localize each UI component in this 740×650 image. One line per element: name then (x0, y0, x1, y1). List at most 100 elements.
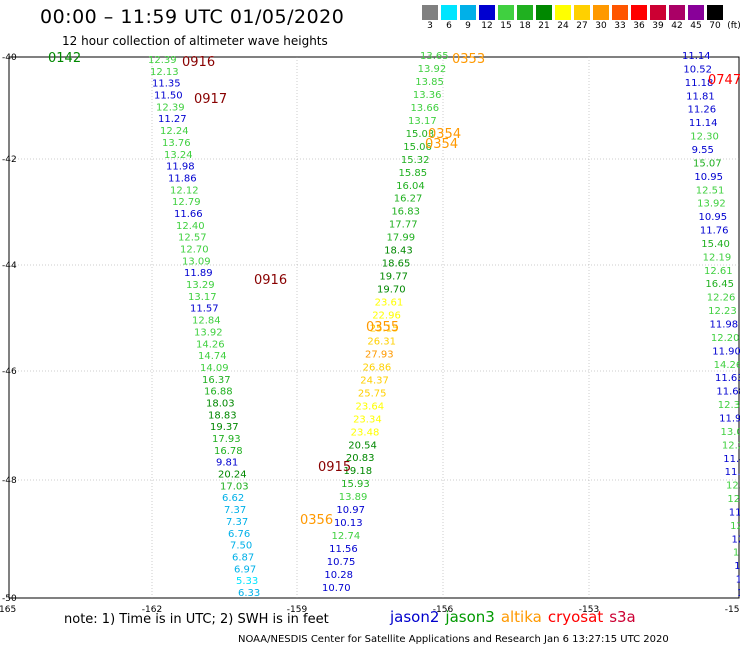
swh-value: 16.04 (396, 181, 425, 192)
lat-tick-label: -44 (2, 261, 17, 271)
colorbar-swatch (555, 5, 571, 20)
swh-value: 15.93 (341, 479, 370, 490)
lat-tick-label: -50 (2, 594, 17, 604)
swh-value: 11.26 (688, 105, 717, 116)
colorbar-swatch (517, 5, 533, 20)
legend-item: jason3 (445, 608, 495, 626)
swh-value: 23.61 (375, 298, 404, 309)
swh-value: 12.24 (160, 126, 189, 137)
swh-value: 16.45 (705, 279, 734, 290)
colorbar-label: 42 (671, 21, 683, 31)
swh-value: 13.92 (194, 327, 223, 338)
swh-value: 12.0 (732, 534, 740, 545)
swh-value: 11.56 (329, 544, 358, 555)
swh-value: 18.03 (206, 398, 235, 409)
swh-value: 10.95 (699, 212, 728, 223)
swh-value: 11.46 (723, 454, 740, 465)
swh-value: 13.85 (415, 77, 444, 88)
swh-value: 13.24 (164, 150, 193, 161)
swh-value: 12.03 (726, 481, 740, 492)
swh-value: 13.17 (188, 292, 217, 303)
time-label: 0354 (425, 137, 458, 152)
swh-value: 14.09 (200, 363, 229, 374)
swh-value: 11.50 (154, 91, 183, 102)
lon-tick-label: -156 (433, 605, 454, 615)
swh-value: 12.40 (176, 221, 205, 232)
swh-value: 11.27 (158, 114, 187, 125)
lat-tick-label: -46 (2, 367, 17, 377)
swh-value: 6.62 (222, 493, 244, 504)
swh-value: 13.66 (410, 103, 439, 114)
time-label: 0916 (182, 55, 215, 70)
swh-value: 17.03 (220, 481, 249, 492)
swh-value: 15.07 (693, 158, 722, 169)
swh-value: 7.37 (224, 505, 246, 516)
credit-line: NOAA/NESDIS Center for Satellite Applica… (238, 634, 669, 645)
swh-value: 12.1 (730, 521, 740, 532)
swh-value: 6.87 (232, 552, 254, 563)
swh-value: 26.86 (363, 362, 392, 373)
swh-value: 15.85 (398, 168, 427, 179)
swh-value: 19.70 (377, 285, 406, 296)
time-label: 0747 (708, 73, 740, 88)
swh-value: 11.98 (166, 162, 195, 173)
colorbar-label: 24 (557, 21, 569, 31)
colorbar-label: 30 (595, 21, 607, 31)
legend-item: jason2 (390, 608, 440, 626)
swh-value: 20.54 (348, 440, 377, 451)
colorbar-unit: (ft) (727, 21, 740, 31)
colorbar-swatch (593, 5, 609, 20)
colorbar-label: 6 (446, 21, 452, 31)
swh-value: 10.70 (322, 583, 351, 594)
swh-value: 11.90 (719, 413, 740, 424)
colorbar-swatch (441, 5, 457, 20)
time-label: 0142 (48, 51, 81, 66)
swh-value: 7.37 (226, 517, 248, 528)
swh-value: 19.37 (210, 422, 239, 433)
swh-value: 15.32 (401, 155, 430, 166)
lat-tick-label: -42 (2, 155, 17, 165)
swh-value: 15.40 (701, 239, 730, 250)
axis-ticks: -165 -162 -159 -156 -153 -150 -40 -42 -44 -46 -48 -… (0, 53, 740, 615)
swh-value: 11.89 (184, 268, 213, 279)
swh-value: 20.83 (346, 453, 375, 464)
colorbar-label: 27 (576, 21, 588, 31)
swh-value: 10.75 (327, 557, 356, 568)
page-subtitle: 12 hour collection of altimeter wave hei… (62, 34, 328, 48)
swh-value: 11.63 (715, 373, 740, 384)
colorbar-label: 15 (500, 21, 512, 31)
swh-value: 13.65 (420, 51, 449, 62)
time-label: 0915 (318, 460, 351, 475)
swh-value: 18.43 (384, 246, 413, 257)
swh-value: 16.83 (391, 207, 420, 218)
swh-value: 23.64 (355, 401, 384, 412)
footer-note: note: 1) Time is in UTC; 2) SWH is in fe… (64, 612, 329, 627)
swh-value: 19.77 (379, 272, 408, 283)
swh-value: 12.61 (704, 266, 733, 277)
colorbar-swatch (612, 5, 628, 20)
swh-value: 12.20 (711, 333, 740, 344)
swh-value: 11.81 (686, 91, 715, 102)
legend-item: altika (500, 608, 542, 626)
colorbar-label: 33 (614, 21, 626, 31)
swh-value: 13.17 (408, 116, 437, 127)
swh-value: 9.81 (216, 458, 238, 469)
colorbar-swatch (707, 5, 723, 20)
swh-value: 12.13 (150, 67, 179, 78)
swh-value: 12.26 (722, 440, 740, 451)
colorbar-label: 9 (465, 21, 471, 31)
colorbar-swatch (498, 5, 514, 20)
swh-value: 14.74 (198, 351, 227, 362)
swh-value: 12.23 (708, 306, 737, 317)
swh-value: 17.93 (212, 434, 241, 445)
legend-item: cryosat (547, 608, 604, 626)
lon-tick-label: -165 (0, 605, 16, 615)
swh-value: 13.29 (186, 280, 215, 291)
swh-value: 12.30 (690, 132, 719, 143)
lon-tick-label: -162 (142, 605, 162, 615)
altimeter-tracks: 12.3912.1311.3511.5012.3911.2712.2413.76… (148, 51, 740, 599)
swh-value: 15.06 (403, 142, 432, 153)
swh-value: 23.48 (351, 427, 380, 438)
swh-value: 13.36 (413, 90, 442, 101)
time-label: 0916 (254, 273, 287, 288)
